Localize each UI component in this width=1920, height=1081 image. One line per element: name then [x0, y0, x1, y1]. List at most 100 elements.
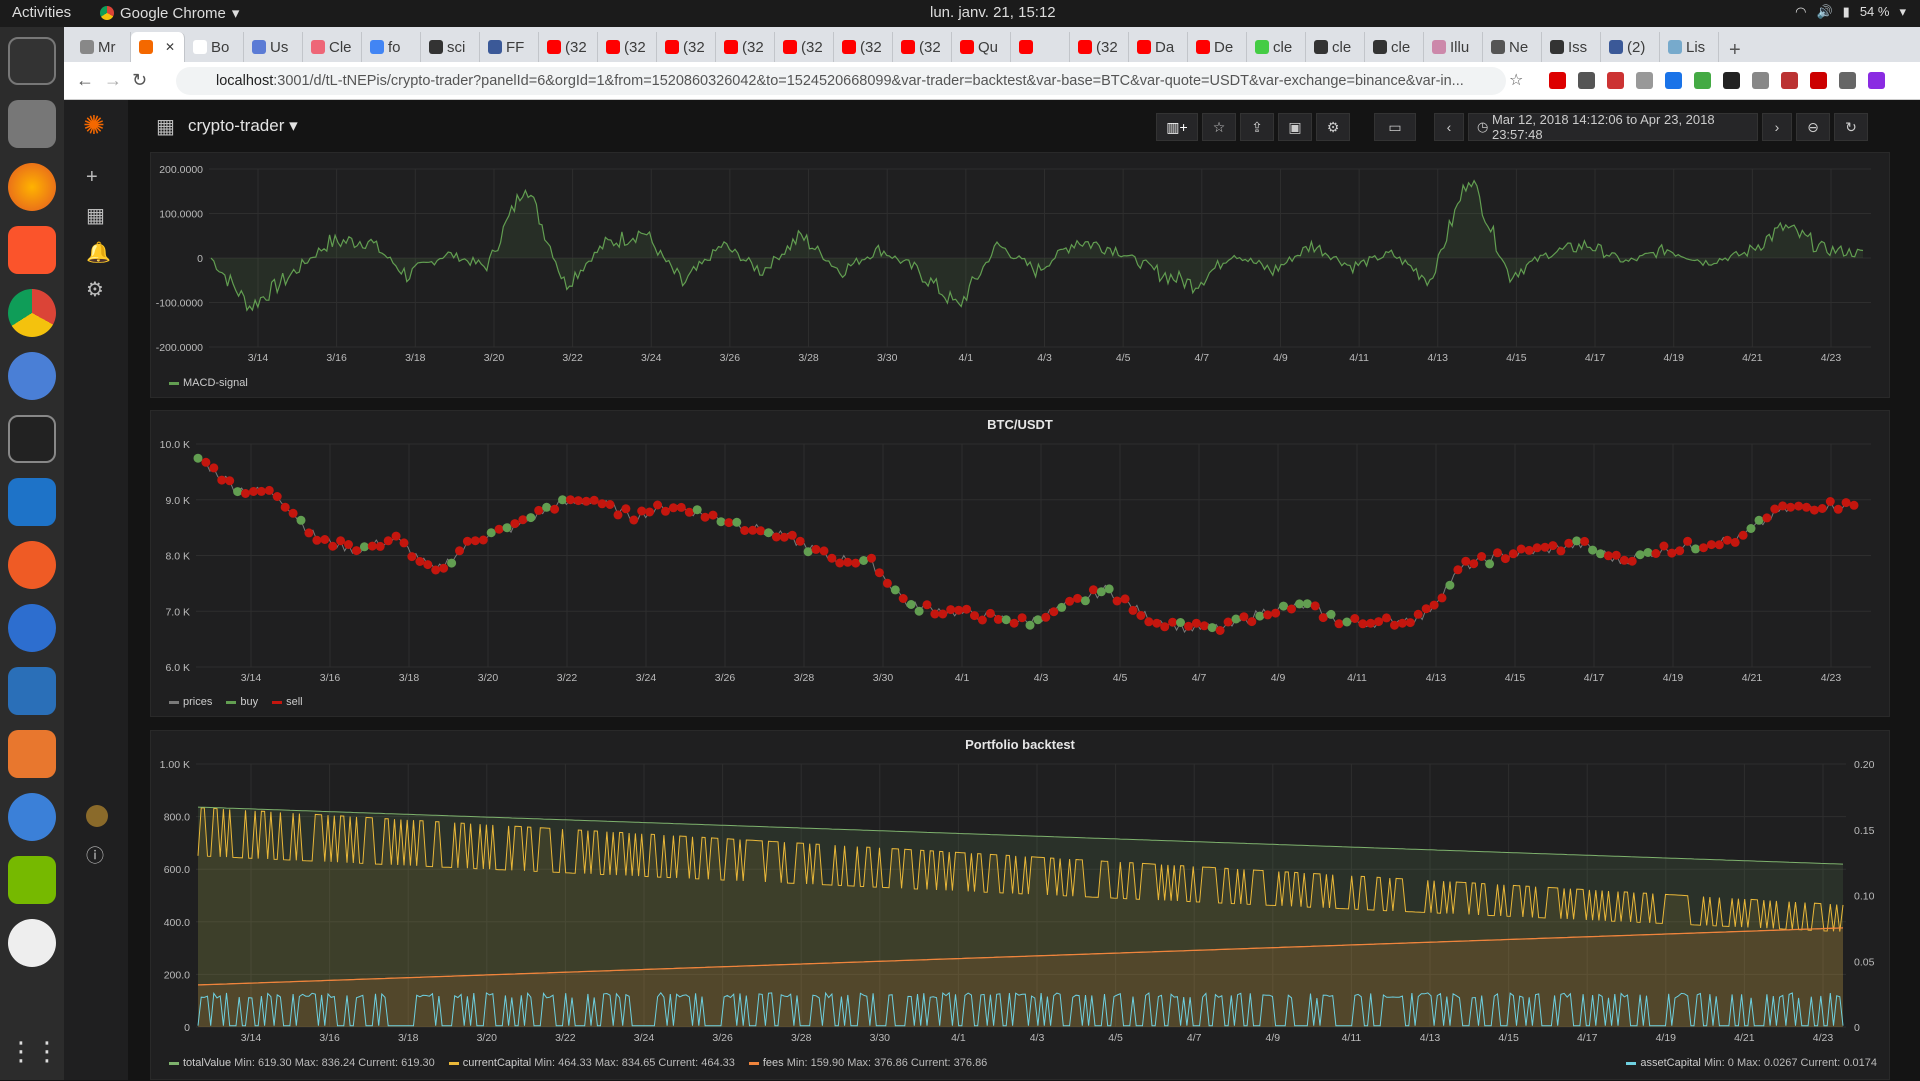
legend-item-currentcapital[interactable]: currentCapital Min: 464.33 Max: 834.65 C… — [448, 1057, 735, 1069]
vscode-icon[interactable] — [8, 478, 56, 526]
clock[interactable]: lun. janv. 21, 15:12 — [930, 4, 1056, 21]
sell-marker — [470, 536, 480, 546]
browser-tab[interactable]: Bo — [185, 32, 244, 62]
configuration-gear-icon[interactable]: ⚙ — [86, 279, 104, 301]
browser-tab[interactable]: Illu — [1424, 32, 1483, 62]
grafana-logo-icon[interactable]: ✺ — [83, 110, 105, 140]
alerting-bell-icon[interactable]: 🔔 — [86, 242, 111, 264]
chromium-icon[interactable] — [8, 352, 56, 400]
create-plus-icon[interactable]: + — [86, 166, 98, 188]
nvidia-icon[interactable] — [8, 856, 56, 904]
browser-tab[interactable]: (32 — [834, 32, 893, 62]
show-apps-icon[interactable]: ⋮⋮ — [8, 1036, 60, 1066]
panel-title[interactable]: BTC/USDT — [987, 417, 1053, 432]
view-mode-button[interactable]: ▭ — [1374, 113, 1416, 141]
mongodb-icon[interactable] — [8, 919, 56, 967]
extension-icon[interactable] — [1578, 72, 1595, 89]
browser-tab[interactable]: Iss — [1542, 32, 1601, 62]
y-tick-label: 0 — [197, 253, 203, 265]
time-forward-button[interactable]: › — [1762, 113, 1792, 141]
refresh-button[interactable]: ↻ — [1834, 113, 1868, 141]
browser-tab[interactable]: Us — [244, 32, 303, 62]
browser-tab[interactable]: (32 — [716, 32, 775, 62]
extension-icon[interactable] — [1636, 72, 1653, 89]
firefox-icon[interactable] — [8, 163, 56, 211]
time-back-button[interactable]: ‹ — [1434, 113, 1464, 141]
extension-icon[interactable] — [1810, 72, 1827, 89]
extension-icon[interactable] — [1549, 72, 1566, 89]
activities-button[interactable]: Activities — [12, 4, 72, 21]
chrome-dock-icon[interactable] — [8, 289, 56, 337]
files-icon[interactable] — [8, 100, 56, 148]
buy-marker — [1104, 584, 1114, 594]
system-monitor-icon[interactable] — [8, 37, 56, 85]
extension-icon[interactable] — [1781, 72, 1798, 89]
tab-close-icon[interactable]: ✕ — [165, 40, 176, 54]
extension-icon[interactable] — [1868, 72, 1885, 89]
app-menu[interactable]: Google Chrome ▾ — [100, 4, 239, 22]
dashboard-title[interactable]: crypto-trader ▾ — [188, 116, 298, 136]
browser-tab[interactable]: De — [1188, 32, 1247, 62]
browser-tab[interactable]: Cle — [303, 32, 362, 62]
browser-tab[interactable]: (2) — [1601, 32, 1660, 62]
reload-icon[interactable]: ↻ — [132, 70, 148, 90]
extension-icon[interactable] — [1839, 72, 1856, 89]
browser-tab[interactable]: (32 — [657, 32, 716, 62]
thunderbird-icon[interactable] — [8, 604, 56, 652]
extension-icon[interactable] — [1723, 72, 1740, 89]
browser-tab[interactable]: Ne — [1483, 32, 1542, 62]
legend-item-totalvalue[interactable]: totalValue Min: 619.30 Max: 836.24 Curre… — [169, 1057, 435, 1069]
legend-item-assetcapital[interactable]: assetCapital Min: 0 Max: 0.0267 Current:… — [1626, 1057, 1877, 1069]
browser-tab[interactable]: (32 — [893, 32, 952, 62]
settings-button[interactable]: ⚙ — [1316, 113, 1350, 141]
extension-icon[interactable] — [1694, 72, 1711, 89]
browser-tab[interactable] — [1011, 32, 1070, 62]
browser-tab[interactable]: Lis — [1660, 32, 1719, 62]
legend-item-prices[interactable]: prices — [169, 696, 212, 708]
extension-icon[interactable] — [1607, 72, 1624, 89]
help-circle-icon[interactable]: ⓘ — [86, 846, 104, 866]
save-button[interactable]: ▣ — [1278, 113, 1312, 141]
legend-item-sell[interactable]: sell — [272, 696, 303, 708]
browser-tab[interactable]: ✕ — [131, 32, 185, 62]
browser-tab[interactable]: Qu — [952, 32, 1011, 62]
postman-icon[interactable] — [8, 541, 56, 589]
browser-tab[interactable]: fo — [362, 32, 421, 62]
browser-tab[interactable]: sci — [421, 32, 480, 62]
zoom-out-button[interactable]: ⊖ — [1796, 113, 1830, 141]
add-panel-button[interactable]: ▥+ — [1156, 113, 1198, 141]
extension-icon[interactable] — [1752, 72, 1769, 89]
browser-tab[interactable]: cle — [1306, 32, 1365, 62]
brave-icon[interactable] — [8, 226, 56, 274]
buy-marker — [1033, 615, 1043, 625]
browser-tab[interactable]: cle — [1247, 32, 1306, 62]
legend-item-buy[interactable]: buy — [226, 696, 258, 708]
share-button[interactable]: ⇪ — [1240, 113, 1274, 141]
legend-item-fees[interactable]: fees Min: 159.90 Max: 376.86 Current: 37… — [748, 1057, 987, 1069]
browser-tab[interactable]: Mr — [72, 32, 131, 62]
browser-tab[interactable]: (32 — [775, 32, 834, 62]
bookmark-star-icon[interactable]: ☆ — [1509, 72, 1524, 89]
star-button[interactable]: ☆ — [1202, 113, 1236, 141]
browser-tab[interactable]: (32 — [1070, 32, 1129, 62]
forward-icon[interactable]: → — [104, 70, 122, 90]
extension-icon[interactable] — [1665, 72, 1682, 89]
browser-tab[interactable]: FF — [480, 32, 539, 62]
back-icon[interactable]: ← — [76, 70, 94, 90]
terminal-icon[interactable] — [8, 415, 56, 463]
help-icon[interactable] — [8, 793, 56, 841]
system-tray[interactable]: ◠ 🔊 ▮ 54 % ▾ — [1795, 4, 1906, 20]
dashboards-grid-icon[interactable]: ▦ — [86, 205, 105, 227]
browser-tab[interactable]: (32 — [539, 32, 598, 62]
browser-tab[interactable]: cle — [1365, 32, 1424, 62]
software-center-icon[interactable] — [8, 730, 56, 778]
browser-tab[interactable]: Da — [1129, 32, 1188, 62]
new-tab-button[interactable]: + — [1729, 39, 1741, 61]
user-avatar[interactable] — [86, 805, 108, 827]
time-range-picker[interactable]: ◷ Mar 12, 2018 14:12:06 to Apr 23, 2018 … — [1468, 112, 1758, 142]
address-bar[interactable]: localhost:3001/d/tL-tNEPis/crypto-trader… — [176, 67, 1506, 95]
browser-tab[interactable]: (32 — [598, 32, 657, 62]
writer-icon[interactable] — [8, 667, 56, 715]
panel-title[interactable]: Portfolio backtest — [965, 737, 1075, 752]
legend-item-macd[interactable]: MACD-signal — [169, 377, 248, 389]
